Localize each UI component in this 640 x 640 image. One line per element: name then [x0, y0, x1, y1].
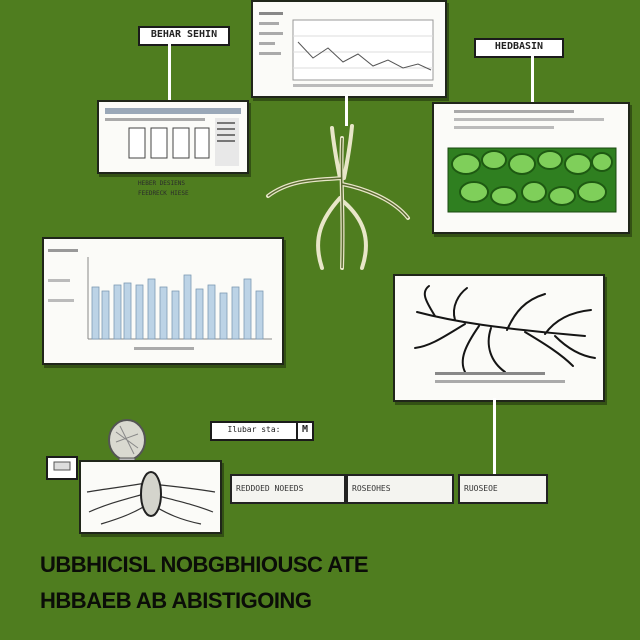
root-diagram	[86, 471, 216, 525]
chip-2: ROSEOHES	[346, 474, 454, 504]
bar-chart-thumbnail	[48, 249, 272, 350]
leaf-cell-image	[447, 110, 617, 213]
connector-line	[345, 94, 348, 126]
label-bulb-tag	[46, 456, 78, 480]
bulb-panel	[79, 460, 222, 534]
heading-line-2: HBBAEB AB ABISTIGOING	[40, 588, 312, 613]
neuron-icon	[414, 285, 596, 383]
label-small-strip: Ilubar sta:	[210, 421, 298, 441]
label-small-tag: M	[296, 421, 314, 441]
connector-line	[531, 56, 534, 104]
table-panel	[97, 100, 249, 174]
neuron-panel	[393, 274, 605, 402]
label-top-left: BEHAR SEHIN	[138, 26, 230, 46]
chip-1: REDDOED NOEEDS	[230, 474, 346, 504]
top-chart-panel	[251, 0, 447, 98]
heading-line-1: UBBHICISL NOBGBHIOUSC ATE	[40, 552, 369, 577]
plant-root-icon	[262, 118, 412, 288]
line-chart-thumbnail	[259, 12, 434, 87]
label-top-right: HEDBASIN	[474, 38, 564, 58]
bar-chart-panel	[42, 237, 284, 365]
caption-left: HEBER DESIENS	[138, 180, 185, 187]
tag-icon	[53, 461, 71, 471]
connector-line	[168, 44, 171, 100]
table-thumbnail	[105, 108, 241, 166]
chip-3: RUOSEOE	[458, 474, 548, 504]
caption-left-2: FEEDRECK HIESE	[138, 190, 189, 197]
connector-line	[493, 398, 496, 476]
leaf-cell-panel	[432, 102, 630, 234]
